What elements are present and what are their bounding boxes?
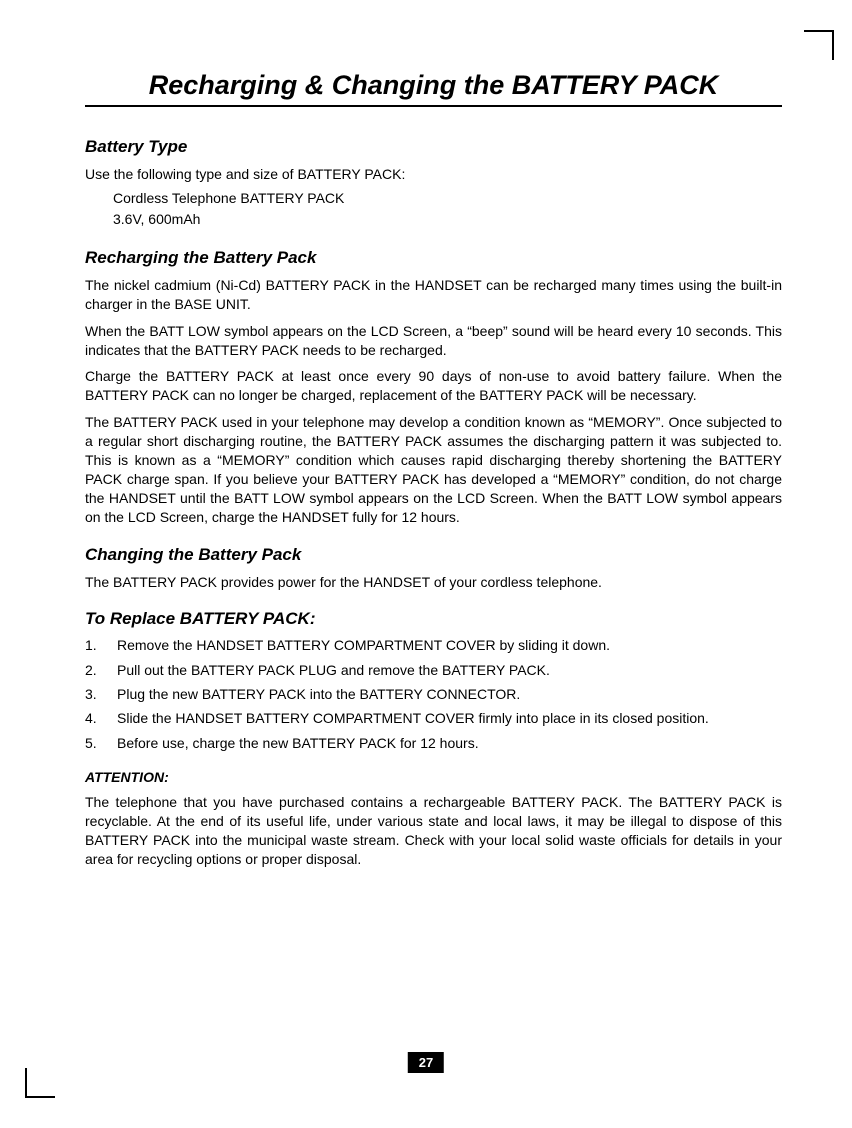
heading-battery-type: Battery Type: [85, 137, 782, 157]
crop-mark-bottom-left: [25, 1068, 55, 1098]
step-number: 5.: [85, 733, 117, 753]
step-text: Slide the HANDSET BATTERY COMPARTMENT CO…: [117, 708, 782, 728]
heading-replace: To Replace BATTERY PACK:: [85, 609, 782, 629]
step-text: Remove the HANDSET BATTERY COMPARTMENT C…: [117, 635, 782, 655]
changing-p1: The BATTERY PACK provides power for the …: [85, 573, 782, 592]
attention-heading: ATTENTION:: [85, 769, 782, 785]
recharging-p4: The BATTERY PACK used in your telephone …: [85, 413, 782, 526]
page-number: 27: [408, 1052, 444, 1073]
battery-spec-block: Cordless Telephone BATTERY PACK 3.6V, 60…: [113, 188, 782, 230]
list-item: 2.Pull out the BATTERY PACK PLUG and rem…: [85, 660, 782, 680]
step-number: 3.: [85, 684, 117, 704]
recharging-p2: When the BATT LOW symbol appears on the …: [85, 322, 782, 360]
step-text: Plug the new BATTERY PACK into the BATTE…: [117, 684, 782, 704]
page-title: Recharging & Changing the BATTERY PACK: [85, 70, 782, 107]
battery-spec-line2: 3.6V, 600mAh: [113, 209, 782, 230]
crop-mark-top-right: [804, 30, 834, 60]
list-item: 1.Remove the HANDSET BATTERY COMPARTMENT…: [85, 635, 782, 655]
heading-recharging: Recharging the Battery Pack: [85, 248, 782, 268]
list-item: 3.Plug the new BATTERY PACK into the BAT…: [85, 684, 782, 704]
list-item: 5.Before use, charge the new BATTERY PAC…: [85, 733, 782, 753]
step-text: Pull out the BATTERY PACK PLUG and remov…: [117, 660, 782, 680]
battery-spec-line1: Cordless Telephone BATTERY PACK: [113, 188, 782, 209]
heading-changing: Changing the Battery Pack: [85, 545, 782, 565]
recharging-p3: Charge the BATTERY PACK at least once ev…: [85, 367, 782, 405]
recharging-p1: The nickel cadmium (Ni-Cd) BATTERY PACK …: [85, 276, 782, 314]
step-number: 4.: [85, 708, 117, 728]
step-number: 2.: [85, 660, 117, 680]
attention-p1: The telephone that you have purchased co…: [85, 793, 782, 869]
page: Recharging & Changing the BATTERY PACK B…: [0, 0, 852, 1128]
list-item: 4.Slide the HANDSET BATTERY COMPARTMENT …: [85, 708, 782, 728]
step-number: 1.: [85, 635, 117, 655]
step-text: Before use, charge the new BATTERY PACK …: [117, 733, 782, 753]
battery-type-intro: Use the following type and size of BATTE…: [85, 165, 782, 184]
replace-steps-list: 1.Remove the HANDSET BATTERY COMPARTMENT…: [85, 635, 782, 752]
